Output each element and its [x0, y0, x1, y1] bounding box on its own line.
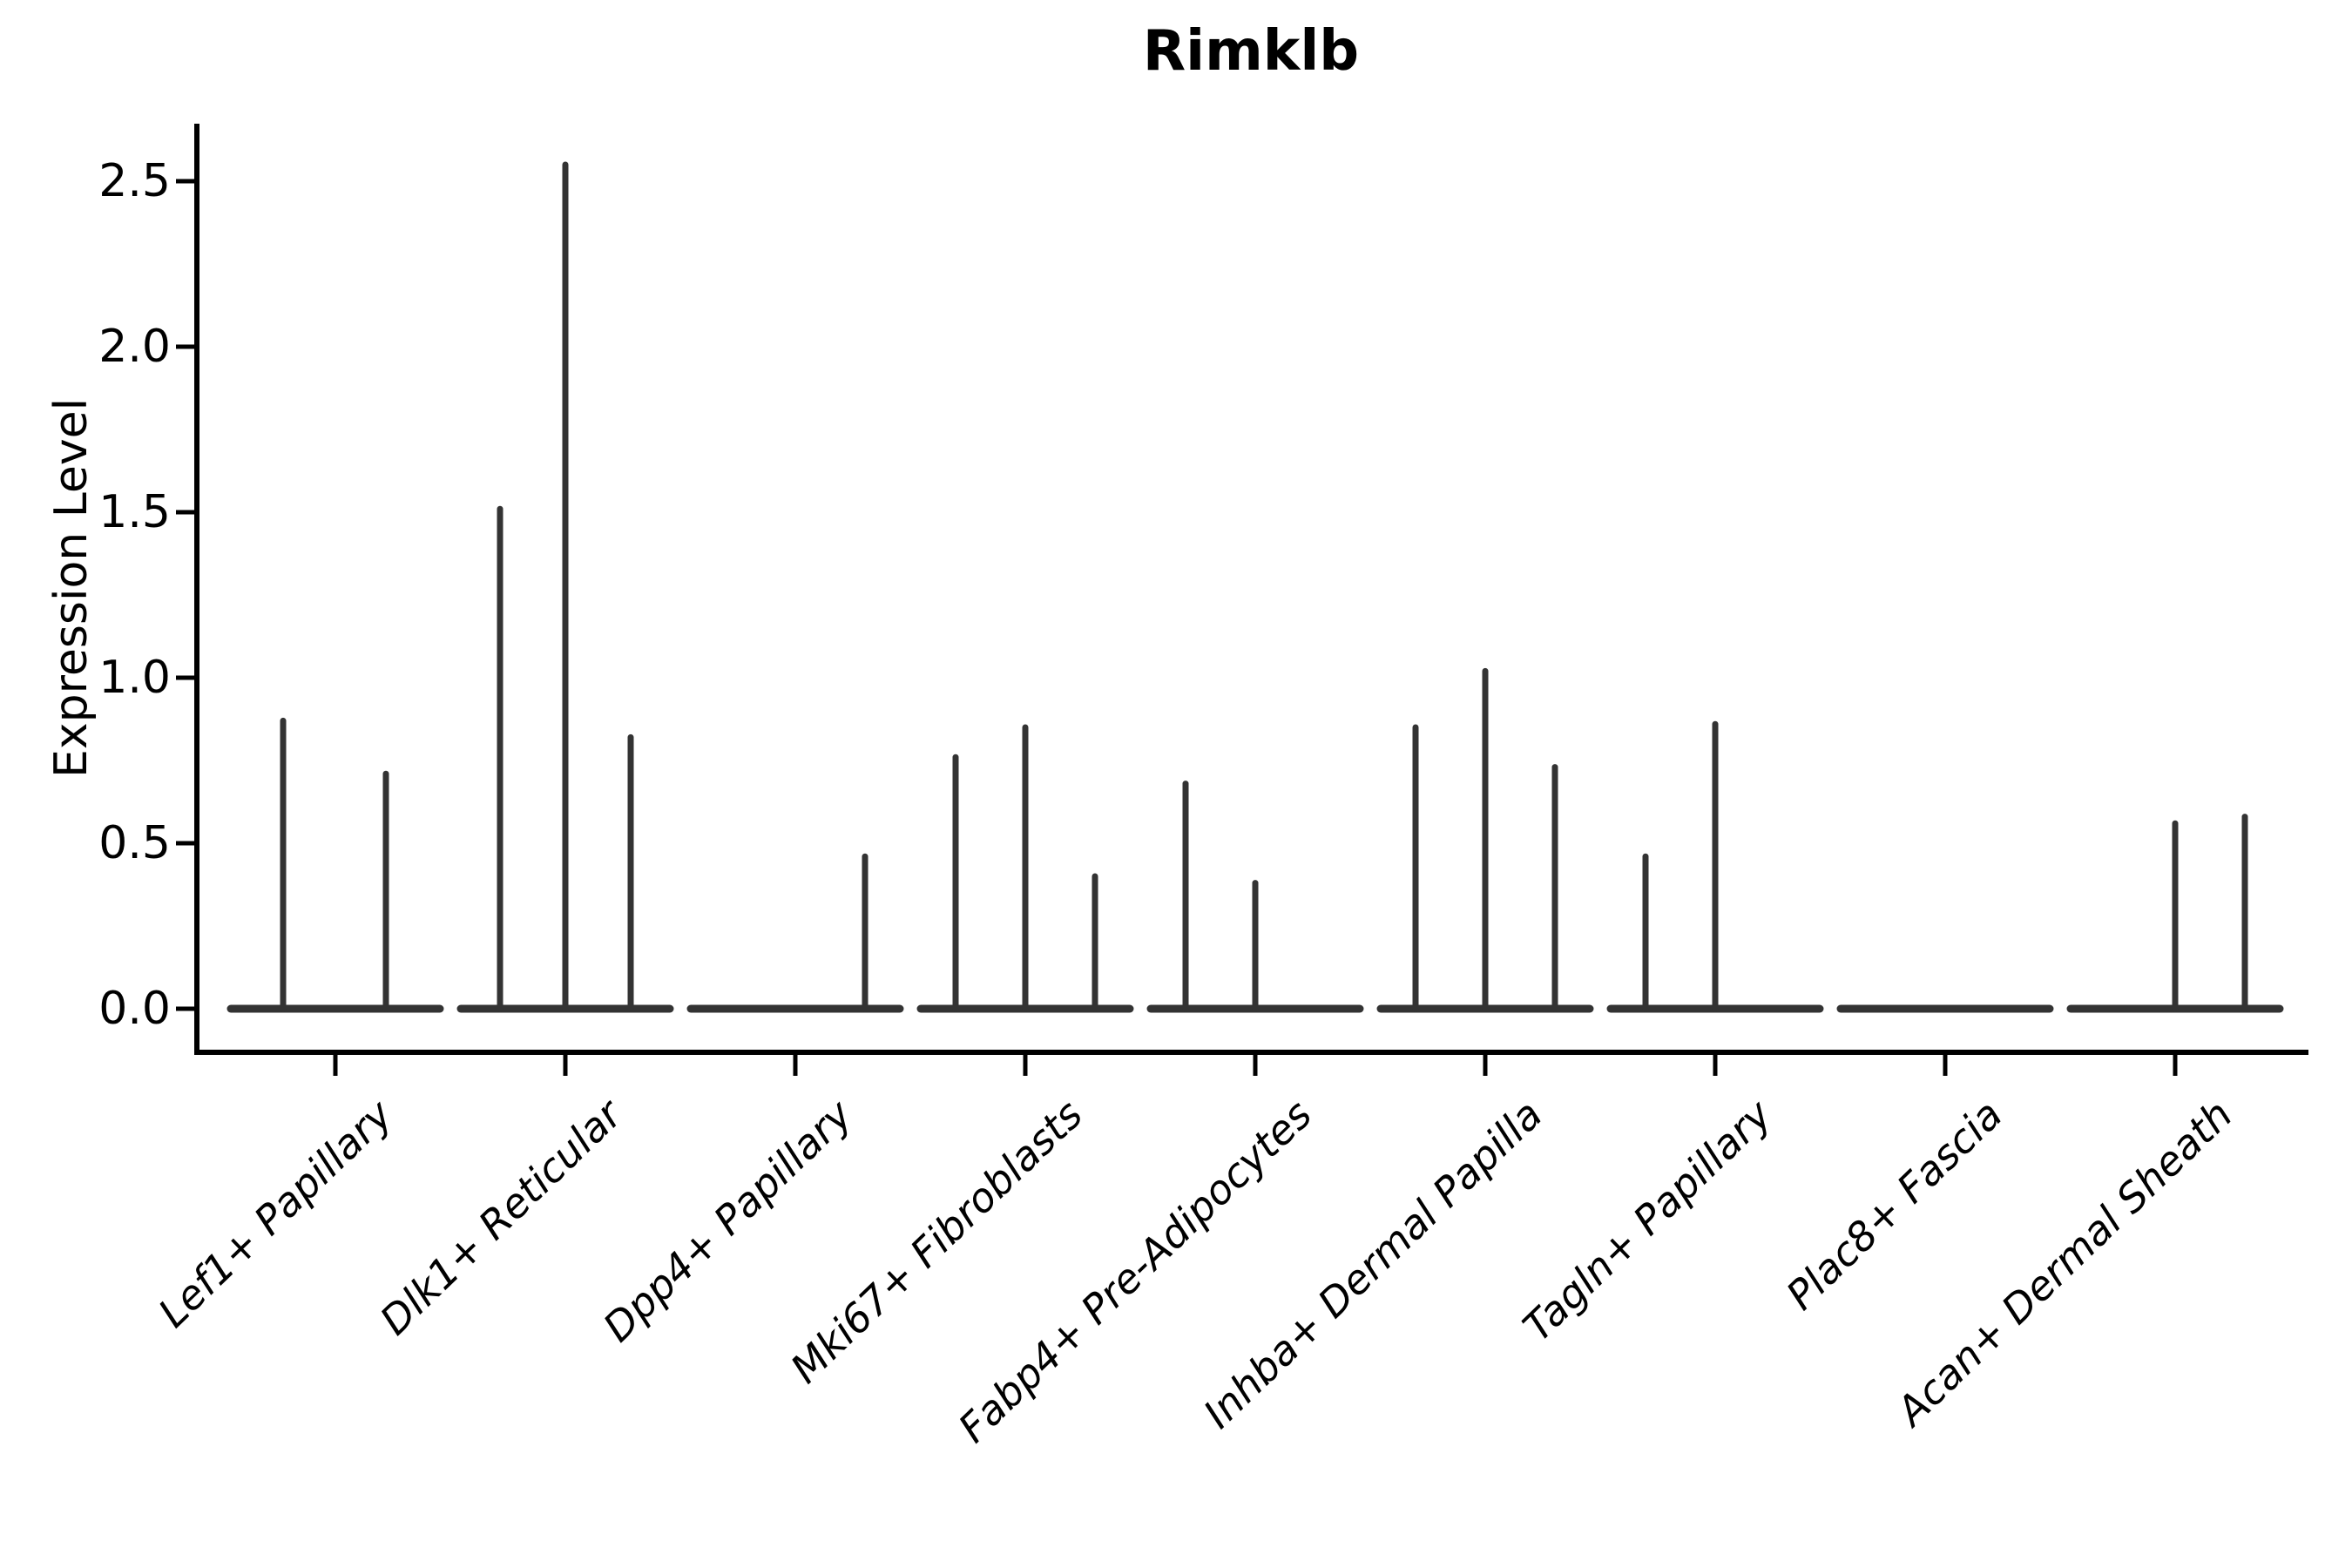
y-tick-label: 0.0 [98, 983, 171, 1035]
y-tick-label: 2.5 [98, 155, 171, 207]
y-tick-label: 0.5 [98, 817, 171, 869]
y-tick-label: 2.0 [98, 321, 171, 373]
chart-title: Rimklb [1142, 19, 1360, 84]
y-tick-label: 1.0 [98, 652, 171, 704]
y-tick-label: 1.5 [98, 486, 171, 538]
